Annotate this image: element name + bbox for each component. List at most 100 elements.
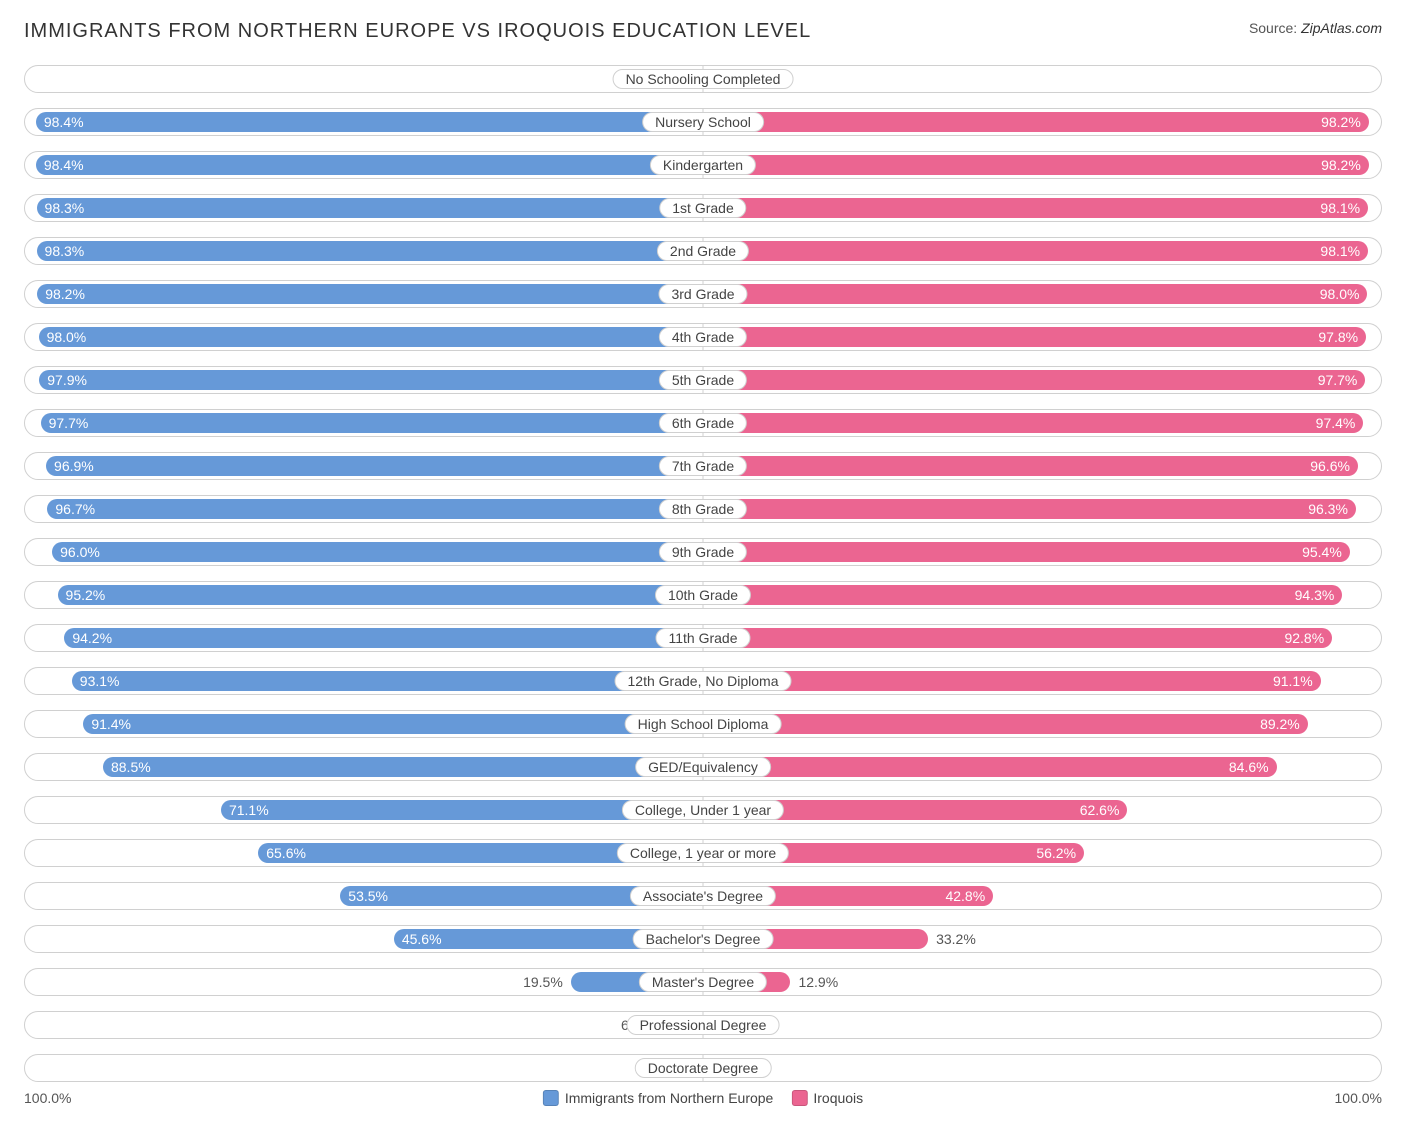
value-right: 95.4% xyxy=(1302,544,1342,560)
row-label: 10th Grade xyxy=(655,585,751,605)
bar-right xyxy=(703,585,1342,605)
bar-right xyxy=(703,370,1365,390)
chart-row: 2.6%1.6%Doctorate Degree xyxy=(24,1054,1382,1082)
row-label: 7th Grade xyxy=(659,456,747,476)
value-right: 97.4% xyxy=(1316,415,1356,431)
chart-row: 96.9% 96.6% 7th Grade xyxy=(24,452,1382,480)
value-left: 95.2% xyxy=(66,587,106,603)
row-label: College, 1 year or more xyxy=(617,843,789,863)
bar-left xyxy=(37,198,703,218)
chart-row: 98.3%98.1%1st Grade xyxy=(24,194,1382,222)
axis-label-left: 100.0% xyxy=(24,1090,71,1106)
value-left: 98.4% xyxy=(44,114,84,130)
chart-row: 96.0%95.4%9th Grade xyxy=(24,538,1382,566)
bar-left xyxy=(64,628,703,648)
row-label: Bachelor's Degree xyxy=(633,929,774,949)
chart-footer: 100.0% Immigrants from Northern Europe I… xyxy=(24,1090,1382,1112)
value-left: 96.9% xyxy=(54,458,94,474)
value-left: 53.5% xyxy=(348,888,388,904)
bar-right xyxy=(703,714,1308,734)
chart-row: 94.2%92.8%11th Grade xyxy=(24,624,1382,652)
chart-title: IMMIGRANTS FROM NORTHERN EUROPE VS IROQU… xyxy=(24,20,811,43)
bar-left xyxy=(39,370,703,390)
bar-left xyxy=(103,757,703,777)
value-right: 92.8% xyxy=(1284,630,1324,646)
row-label: Nursery School xyxy=(642,112,764,132)
bar-left xyxy=(46,456,703,476)
legend-label-right: Iroquois xyxy=(813,1090,863,1106)
value-right: 98.2% xyxy=(1321,157,1361,173)
row-label: Associate's Degree xyxy=(630,886,776,906)
chart-rows-container: 1.7%1.9%No Schooling Completed 98.4% 98.2%… xyxy=(24,65,1382,1082)
legend: Immigrants from Northern Europe Iroquois xyxy=(543,1090,863,1106)
bar-left xyxy=(47,499,703,519)
row-label: Doctorate Degree xyxy=(635,1058,772,1078)
legend-item-left: Immigrants from Northern Europe xyxy=(543,1090,774,1106)
value-right: 42.8% xyxy=(945,888,985,904)
row-label: 9th Grade xyxy=(659,542,747,562)
value-right: 84.6% xyxy=(1229,759,1269,775)
bar-right xyxy=(703,499,1356,519)
value-left: 98.3% xyxy=(45,243,85,259)
chart-row: 97.9%97.7%5th Grade xyxy=(24,366,1382,394)
value-left: 91.4% xyxy=(91,716,131,732)
chart-row: 98.0%97.8%4th Grade xyxy=(24,323,1382,351)
row-label: 5th Grade xyxy=(659,370,747,390)
value-left: 97.9% xyxy=(47,372,87,388)
row-label: 4th Grade xyxy=(659,327,747,347)
value-right: 33.2% xyxy=(936,931,976,947)
chart-row: 19.5% 12.9% Master's Degree xyxy=(24,968,1382,996)
source-value: ZipAtlas.com xyxy=(1301,20,1382,36)
bar-left xyxy=(39,327,703,347)
value-left: 98.2% xyxy=(45,286,85,302)
bar-left xyxy=(83,714,703,734)
value-right: 96.6% xyxy=(1310,458,1350,474)
bar-left xyxy=(72,671,703,691)
bar-left xyxy=(36,112,703,132)
chart-row: 98.4%98.2%Kindergarten xyxy=(24,151,1382,179)
value-left: 96.7% xyxy=(55,501,95,517)
legend-swatch-left xyxy=(543,1090,559,1106)
bar-right xyxy=(703,413,1363,433)
chart-row: 88.5%84.6%GED/Equivalency xyxy=(24,753,1382,781)
value-right: 98.1% xyxy=(1320,200,1360,216)
value-left: 94.2% xyxy=(72,630,112,646)
value-right: 98.2% xyxy=(1321,114,1361,130)
row-label: 1st Grade xyxy=(659,198,746,218)
value-right: 97.8% xyxy=(1318,329,1358,345)
bar-right xyxy=(703,155,1369,175)
bar-right xyxy=(703,456,1358,476)
value-right: 91.1% xyxy=(1273,673,1313,689)
bar-right xyxy=(703,241,1368,261)
chart-row: 95.2%94.3%10th Grade xyxy=(24,581,1382,609)
chart-row: 98.4% 98.2% Nursery School xyxy=(24,108,1382,136)
bar-left xyxy=(41,413,703,433)
value-right: 62.6% xyxy=(1080,802,1120,818)
bar-right xyxy=(703,284,1367,304)
row-label: Kindergarten xyxy=(650,155,756,175)
row-label: 6th Grade xyxy=(659,413,747,433)
bar-left xyxy=(58,585,703,605)
chart-row: 65.6%56.2%College, 1 year or more xyxy=(24,839,1382,867)
bar-left xyxy=(37,241,703,261)
value-right: 89.2% xyxy=(1260,716,1300,732)
row-label: 8th Grade xyxy=(659,499,747,519)
legend-item-right: Iroquois xyxy=(791,1090,863,1106)
chart-row: 1.7%1.9%No Schooling Completed xyxy=(24,65,1382,93)
bar-left xyxy=(36,155,703,175)
bar-right xyxy=(703,198,1368,218)
row-label: College, Under 1 year xyxy=(622,800,784,820)
value-left: 19.5% xyxy=(523,974,563,990)
source-label: Source: xyxy=(1249,20,1297,36)
row-label: Master's Degree xyxy=(639,972,767,992)
row-label: Professional Degree xyxy=(627,1015,780,1035)
value-left: 93.1% xyxy=(80,673,120,689)
value-right: 12.9% xyxy=(798,974,838,990)
bar-right xyxy=(703,757,1277,777)
value-right: 98.0% xyxy=(1320,286,1360,302)
chart-header: IMMIGRANTS FROM NORTHERN EUROPE VS IROQU… xyxy=(24,20,1382,43)
row-label: 3rd Grade xyxy=(658,284,747,304)
value-left: 71.1% xyxy=(229,802,269,818)
chart-row: 53.5% 42.8% Associate's Degree xyxy=(24,882,1382,910)
chart-row: 45.6%33.2%Bachelor's Degree xyxy=(24,925,1382,953)
